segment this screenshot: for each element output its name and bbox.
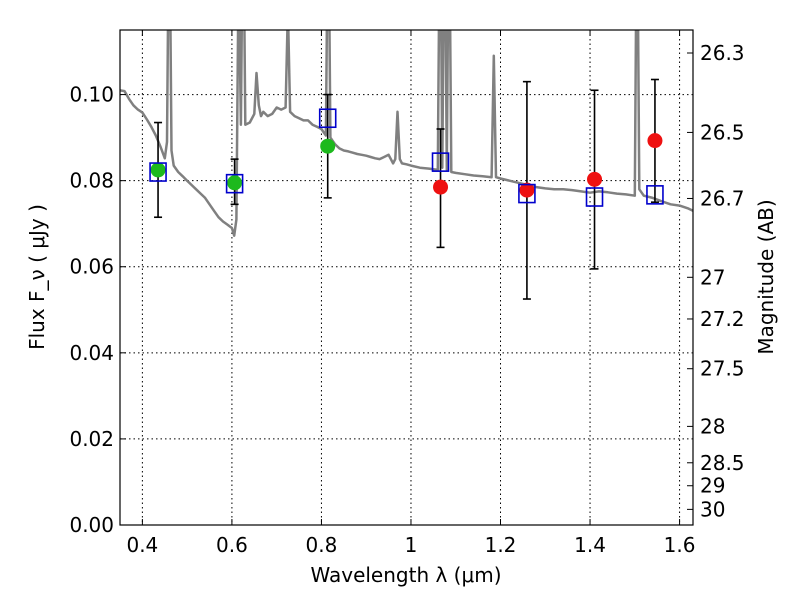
magnitude-tick-label: 26.3: [700, 41, 745, 65]
model-spectrum-line: [120, 30, 693, 237]
y-tick-label: 0.00: [69, 513, 114, 537]
magnitude-tick-label: 27: [700, 265, 725, 289]
red-point: [587, 171, 603, 187]
model-box: [646, 185, 664, 205]
y-tick-label: 0.02: [69, 427, 114, 451]
model-box: [431, 152, 450, 172]
x-tick-label: 1.4: [574, 533, 606, 557]
magnitude-tick-label: 26.5: [700, 120, 745, 144]
magnitude-axis-label: Magnitude (AB): [754, 199, 778, 354]
magnitude-tick-label: 27.2: [700, 307, 745, 331]
model-spectrum: [120, 30, 693, 237]
model-box: [318, 108, 337, 129]
model-box: [518, 183, 536, 204]
magnitude-tick-label: 26.7: [700, 186, 745, 210]
magnitude-tick-label: 30: [700, 497, 725, 521]
green-point: [320, 138, 336, 154]
x-axis-label: Wavelength λ (μm): [310, 563, 501, 587]
y-tick-label: 0.04: [69, 341, 114, 365]
axis-ticks: [120, 30, 693, 526]
y-axis-label: Flux F_ν ( μJy ): [25, 204, 49, 350]
y-tick-label: 0.10: [69, 83, 114, 107]
red-point: [519, 182, 535, 198]
model-box: [149, 162, 167, 182]
green-point: [150, 162, 166, 178]
magnitude-tick-label: 28: [700, 414, 725, 438]
magnitude-tick-label: 28.5: [700, 451, 745, 475]
x-tick-labels: 0.4 0.6 0.8 1 1.2 1.4 1.6: [126, 533, 695, 557]
x-tick-label: 0.6: [216, 533, 248, 557]
model-box: [225, 173, 244, 194]
data-points: [150, 133, 663, 198]
green-point: [227, 175, 243, 191]
x-tick-label: 0.8: [306, 533, 338, 557]
y-tick-labels: 0.00 0.02 0.04 0.06 0.08 0.10: [69, 83, 114, 537]
magnitude-tick-label: 29: [700, 474, 725, 498]
x-tick-label: 1: [405, 533, 418, 557]
error-bars: [154, 78, 659, 300]
y-tick-label: 0.06: [69, 255, 114, 279]
model-boxes: [149, 108, 664, 207]
x-tick-label: 1.2: [485, 533, 517, 557]
red-point: [433, 179, 449, 195]
plot-frame: [119, 29, 694, 526]
red-point: [647, 133, 663, 149]
x-tick-label: 1.6: [664, 533, 696, 557]
model-box: [585, 187, 604, 207]
grid: [120, 30, 693, 526]
y-tick-label: 0.08: [69, 169, 114, 193]
x-tick-label: 0.4: [126, 533, 158, 557]
magnitude-tick-label: 27.5: [700, 357, 745, 381]
